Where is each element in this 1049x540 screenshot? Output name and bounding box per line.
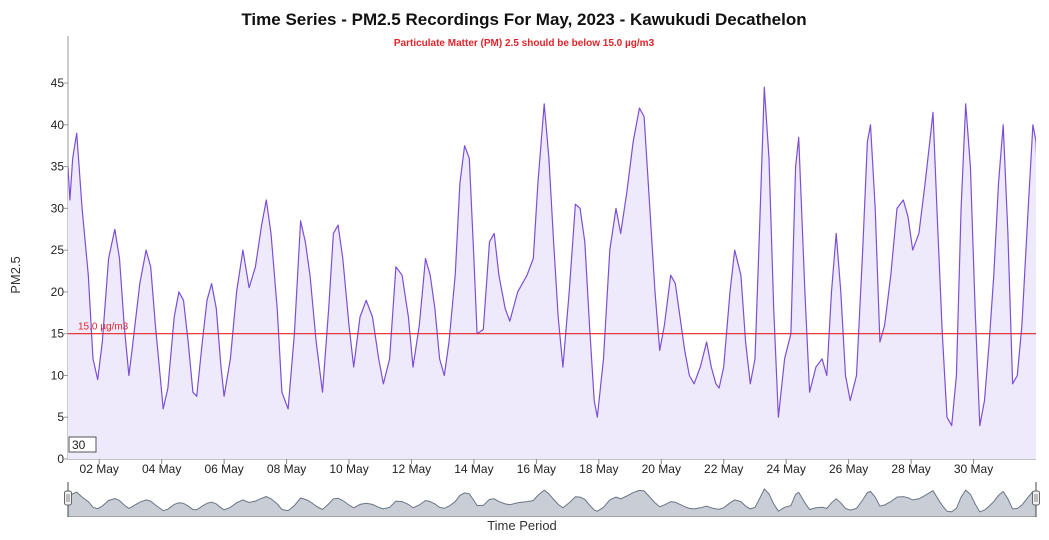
x-tick-label: 16 May xyxy=(517,462,556,476)
x-tick-label: 30 May xyxy=(954,462,993,476)
navigator-line xyxy=(68,488,1036,513)
navigator-area xyxy=(68,489,1036,516)
y-tick-label: 45 xyxy=(51,76,65,90)
x-tick-label: 02 May xyxy=(80,462,119,476)
y-tick-label: 0 xyxy=(57,452,64,466)
y-tick-label: 35 xyxy=(51,160,65,174)
x-tick-label: 26 May xyxy=(829,462,868,476)
x-tick-label: 28 May xyxy=(891,462,930,476)
navigator-left-handle[interactable] xyxy=(64,490,72,506)
y-tick-label: 20 xyxy=(51,285,65,299)
range-navigator[interactable] xyxy=(64,482,1049,517)
x-tick-label: 12 May xyxy=(392,462,431,476)
x-axis-title: Time Period xyxy=(487,518,557,533)
x-tick-label: 08 May xyxy=(267,462,306,476)
y-tick-label: 25 xyxy=(51,243,65,257)
series-area xyxy=(68,87,1036,459)
y-tick-label: 5 xyxy=(57,410,64,424)
zoom-value-box[interactable] xyxy=(68,436,97,453)
plot-area[interactable]: 0 5 10 15 20 25 30 35 40 45 02 May 04 May 06 May 08 M… xyxy=(51,36,1049,476)
y-tick-label: 15 xyxy=(51,327,65,341)
y-tick-label: 40 xyxy=(51,118,65,132)
x-tick-label: 04 May xyxy=(142,462,181,476)
x-tick-label: 10 May xyxy=(329,462,368,476)
x-tick-label: 20 May xyxy=(642,462,681,476)
chart-title: Time Series - PM2.5 Recordings For May, … xyxy=(241,10,806,29)
y-axis-title: PM2.5 xyxy=(8,256,23,294)
x-tick-label: 06 May xyxy=(204,462,243,476)
x-tick-label: 14 May xyxy=(454,462,493,476)
x-tick-label: 22 May xyxy=(704,462,743,476)
zoom-value-text: 30 xyxy=(72,438,86,452)
chart-subtitle: Particulate Matter (PM) 2.5 should be be… xyxy=(394,38,655,49)
x-tick-label: 18 May xyxy=(579,462,618,476)
navigator-series xyxy=(68,488,1036,516)
y-tick-label: 10 xyxy=(51,368,65,382)
y-tick-label: 30 xyxy=(51,201,65,215)
x-tick-label: 24 May xyxy=(767,462,806,476)
series-group xyxy=(68,86,1049,459)
series-line[interactable] xyxy=(68,86,1049,427)
threshold-label: 15.0 µg/m3 xyxy=(78,322,129,333)
navigator-right-handle[interactable] xyxy=(1032,490,1040,506)
